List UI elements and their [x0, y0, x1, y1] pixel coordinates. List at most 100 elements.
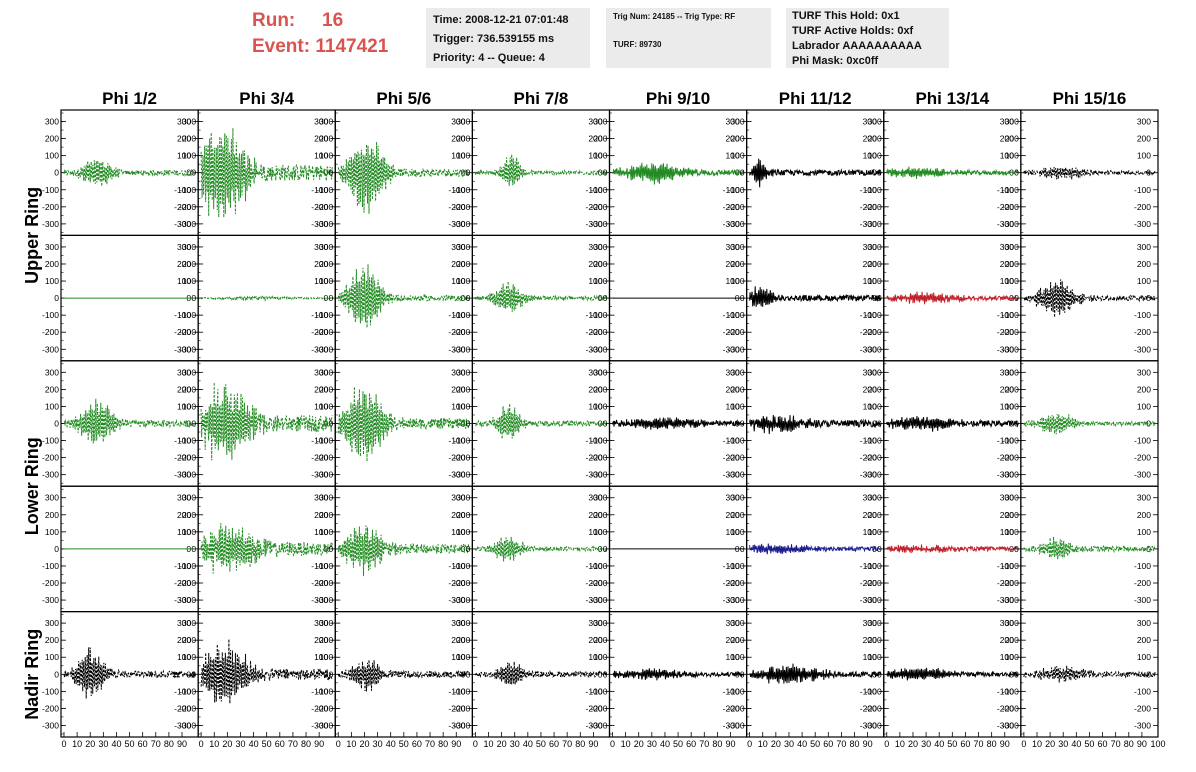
y-tick-label: -300: [585, 344, 602, 354]
y-tick-label: -100: [1134, 185, 1151, 195]
y-tick-label: 300: [314, 242, 328, 252]
turf-text: TURF: 89730: [613, 40, 662, 49]
waveform-trace: [1023, 279, 1156, 318]
y-tick-label: 100: [863, 276, 877, 286]
y-tick-label: -200: [860, 703, 877, 713]
y-tick-label: -200: [865, 703, 882, 713]
x-tick-label: 30: [647, 739, 657, 749]
y-tick-label: -100: [453, 185, 470, 195]
y-tick-label: -200: [42, 578, 59, 588]
y-tick-label: 100: [588, 527, 602, 537]
y-tick-label: -100: [997, 436, 1014, 446]
y-tick-label: -200: [723, 703, 740, 713]
y-tick-label: -200: [179, 327, 196, 337]
y-tick-label: 100: [588, 401, 602, 411]
y-tick-label: -300: [860, 720, 877, 730]
labrador-text: Labrador AAAAAAAAAA: [792, 40, 922, 52]
y-tick-label: 300: [319, 618, 333, 628]
y-tick-label: 300: [725, 117, 739, 127]
y-tick-label: -300: [728, 470, 745, 480]
y-tick-label: 200: [593, 134, 607, 144]
y-tick-label: -100: [42, 185, 59, 195]
y-tick-label: -300: [179, 470, 196, 480]
x-tick-label: 10: [209, 739, 219, 749]
y-tick-label: -100: [316, 185, 333, 195]
y-tick-label: -300: [1134, 470, 1151, 480]
y-tick-label: 100: [1005, 652, 1019, 662]
y-tick-label: -200: [311, 703, 328, 713]
x-tick-label: 70: [151, 739, 161, 749]
y-tick-label: 200: [182, 635, 196, 645]
x-tick-label: 70: [425, 739, 435, 749]
y-tick-label: 100: [730, 527, 744, 537]
y-tick-label: -100: [174, 310, 191, 320]
y-tick-label: 300: [456, 117, 470, 127]
y-tick-label: -100: [865, 561, 882, 571]
x-tick-label: 70: [974, 739, 984, 749]
y-tick-label: -300: [723, 720, 740, 730]
y-tick-label: 100: [725, 151, 739, 161]
y-tick-label: -200: [728, 703, 745, 713]
y-tick-label: -200: [453, 327, 470, 337]
y-tick-label: 200: [182, 259, 196, 269]
y-tick-label: 100: [1005, 276, 1019, 286]
y-tick-label: 300: [1137, 493, 1151, 503]
y-tick-label: -200: [42, 202, 59, 212]
y-tick-label: 0: [872, 544, 877, 554]
y-tick-label: -200: [997, 202, 1014, 212]
y-tick-label: -100: [316, 561, 333, 571]
y-tick-label: -300: [179, 219, 196, 229]
y-tick-label: 300: [588, 367, 602, 377]
y-tick-label: 200: [319, 259, 333, 269]
y-tick-label: 100: [725, 276, 739, 286]
y-tick-label: 300: [588, 493, 602, 503]
waveform-trace: [200, 639, 333, 704]
waveform-trace: [200, 128, 333, 218]
y-tick-label: -200: [728, 578, 745, 588]
y-tick-label: 200: [177, 510, 191, 520]
waveform-trace: [200, 522, 333, 574]
y-tick-label: 100: [730, 276, 744, 286]
waveform-trace: [337, 525, 470, 577]
y-tick-label: -300: [174, 595, 191, 605]
y-tick-label: 200: [319, 635, 333, 645]
y-tick-label: 200: [725, 259, 739, 269]
y-tick-label: 300: [863, 493, 877, 503]
time-info-box: Time: 2008-12-21 07:01:48 Trigger: 736.5…: [426, 8, 590, 68]
y-tick-label: -300: [997, 344, 1014, 354]
y-tick-label: 100: [725, 652, 739, 662]
x-tick-label: 70: [699, 739, 709, 749]
x-tick-label: 90: [1000, 739, 1010, 749]
y-tick-label: 0: [877, 669, 882, 679]
y-tick-label: 100: [451, 527, 465, 537]
x-tick-label: 30: [921, 739, 931, 749]
y-tick-label: 200: [314, 510, 328, 520]
x-tick-label: 20: [222, 739, 232, 749]
y-tick-label: 300: [1137, 618, 1151, 628]
y-tick-label: -300: [1134, 219, 1151, 229]
x-tick-label: 100: [1150, 739, 1165, 749]
waveform-trace: [886, 415, 1019, 432]
y-tick-label: -100: [448, 436, 465, 446]
y-tick-label: 300: [868, 493, 882, 503]
y-tick-label: 200: [456, 259, 470, 269]
y-tick-label: 200: [868, 259, 882, 269]
column-header: Phi 7/8: [514, 89, 569, 108]
y-tick-label: -200: [1002, 202, 1019, 212]
trig-num-text: Trig Num: 24185 -- Trig Type: RF: [613, 12, 736, 21]
y-tick-label: 300: [451, 117, 465, 127]
y-tick-label: 300: [593, 493, 607, 503]
y-tick-label: 0: [324, 168, 329, 178]
x-tick-label: 0: [336, 739, 341, 749]
y-tick-label: -100: [585, 310, 602, 320]
y-tick-label: 200: [730, 134, 744, 144]
event-label: Event:: [252, 36, 311, 57]
y-tick-label: 300: [177, 493, 191, 503]
y-tick-label: -200: [1002, 703, 1019, 713]
x-tick-label: 30: [373, 739, 383, 749]
x-tick-label: 50: [125, 739, 135, 749]
y-tick-label: 300: [730, 618, 744, 628]
x-tick-label: 10: [1032, 739, 1042, 749]
y-tick-label: -300: [728, 595, 745, 605]
y-tick-label: 300: [182, 493, 196, 503]
